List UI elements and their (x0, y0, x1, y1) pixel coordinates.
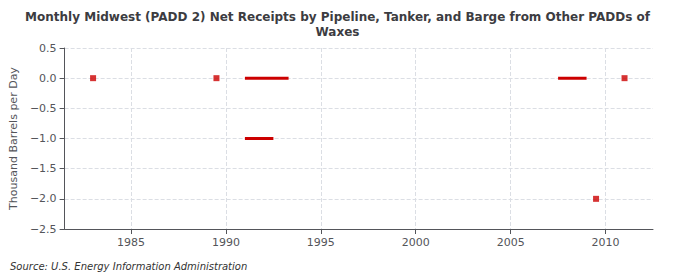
svg-text:0.0: 0.0 (39, 72, 57, 85)
svg-text:−0.5: −0.5 (30, 102, 57, 115)
svg-text:Monthly Midwest (PADD 2) Net R: Monthly Midwest (PADD 2) Net Receipts by… (25, 10, 651, 24)
svg-text:−1.0: −1.0 (30, 132, 57, 145)
svg-text:1995: 1995 (307, 236, 335, 249)
svg-text:Thousand Barrels per Day: Thousand Barrels per Day (7, 67, 20, 211)
svg-text:2010: 2010 (592, 236, 620, 249)
svg-text:1990: 1990 (212, 236, 240, 249)
svg-text:0.5: 0.5 (39, 42, 57, 55)
svg-text:−1.5: −1.5 (30, 162, 57, 175)
svg-text:−2.5: −2.5 (30, 223, 57, 236)
svg-text:1985: 1985 (117, 236, 145, 249)
svg-text:Source: U.S. Energy Informatio: Source: U.S. Energy Information Administ… (10, 261, 247, 272)
svg-text:Waxes: Waxes (316, 25, 360, 39)
svg-text:2005: 2005 (497, 236, 525, 249)
svg-text:2000: 2000 (402, 236, 430, 249)
svg-text:−2.0: −2.0 (30, 192, 57, 205)
